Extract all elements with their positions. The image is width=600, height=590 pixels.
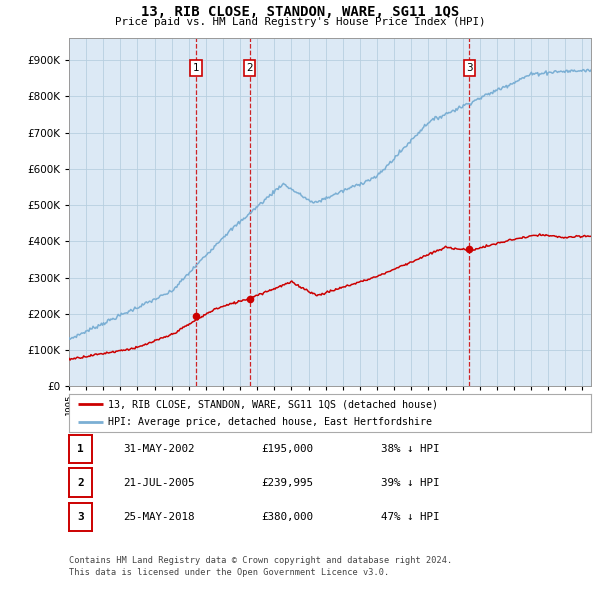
Text: 3: 3 xyxy=(466,63,473,73)
Text: 13, RIB CLOSE, STANDON, WARE, SG11 1QS (detached house): 13, RIB CLOSE, STANDON, WARE, SG11 1QS (… xyxy=(108,399,438,409)
Text: £239,995: £239,995 xyxy=(261,478,313,487)
Text: 1: 1 xyxy=(193,63,199,73)
Text: 25-MAY-2018: 25-MAY-2018 xyxy=(123,512,194,522)
Text: HPI: Average price, detached house, East Hertfordshire: HPI: Average price, detached house, East… xyxy=(108,417,432,427)
Text: 31-MAY-2002: 31-MAY-2002 xyxy=(123,444,194,454)
Text: £195,000: £195,000 xyxy=(261,444,313,454)
Text: 21-JUL-2005: 21-JUL-2005 xyxy=(123,478,194,487)
Text: 38% ↓ HPI: 38% ↓ HPI xyxy=(381,444,439,454)
Text: 3: 3 xyxy=(77,512,84,522)
Text: 2: 2 xyxy=(246,63,253,73)
Text: £380,000: £380,000 xyxy=(261,512,313,522)
Text: 13, RIB CLOSE, STANDON, WARE, SG11 1QS: 13, RIB CLOSE, STANDON, WARE, SG11 1QS xyxy=(141,5,459,19)
Text: This data is licensed under the Open Government Licence v3.0.: This data is licensed under the Open Gov… xyxy=(69,568,389,577)
Text: 47% ↓ HPI: 47% ↓ HPI xyxy=(381,512,439,522)
Text: 2: 2 xyxy=(77,478,84,487)
Text: 39% ↓ HPI: 39% ↓ HPI xyxy=(381,478,439,487)
Text: Price paid vs. HM Land Registry's House Price Index (HPI): Price paid vs. HM Land Registry's House … xyxy=(115,17,485,27)
Text: 1: 1 xyxy=(77,444,84,454)
Text: Contains HM Land Registry data © Crown copyright and database right 2024.: Contains HM Land Registry data © Crown c… xyxy=(69,556,452,565)
